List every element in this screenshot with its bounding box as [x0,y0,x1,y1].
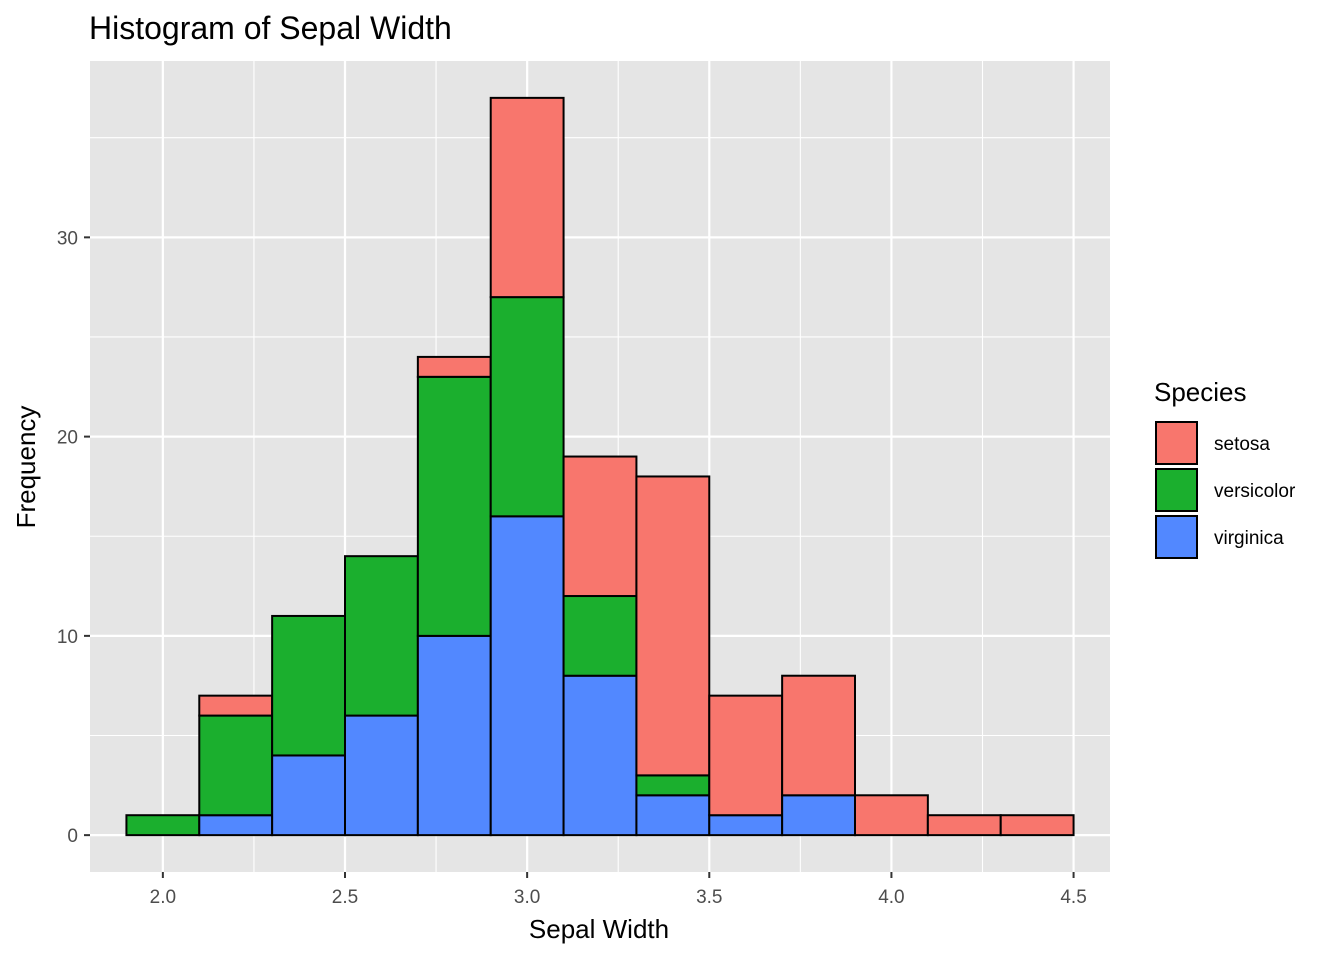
x-tick-label: 4.5 [1060,887,1086,908]
bar-setosa [564,457,637,596]
x-tick-label: 2.5 [332,887,358,908]
legend-key-virginica [1156,516,1197,558]
y-axis-title: Frequency [11,406,41,529]
legend-items: setosa versicolor virginica [1156,422,1296,558]
bar-setosa [1001,815,1074,835]
y-axis: 0 10 20 30 [57,228,90,847]
bar-versicolor [199,716,272,816]
x-tick-label: 3.0 [514,887,540,908]
legend-key-setosa [1156,422,1197,464]
bar-setosa [782,676,855,796]
bar-virginica [345,716,418,836]
bar-versicolor [491,297,564,516]
bar-virginica [636,795,709,835]
bar-setosa [491,98,564,297]
x-axis: 2.0 2.5 3.0 3.5 4.0 4.5 [150,872,1087,908]
y-tick-label: 10 [57,627,78,648]
bar-versicolor [345,556,418,715]
legend: Species setosa versicolor virginica [1154,377,1296,558]
bar-virginica [709,815,782,835]
x-axis-title: Sepal Width [529,914,669,944]
legend-label-versicolor: versicolor [1214,481,1296,502]
bar-setosa [418,357,491,377]
legend-label-setosa: setosa [1214,434,1270,455]
bar-versicolor [126,815,199,835]
legend-label-virginica: virginica [1214,528,1284,549]
y-tick-label: 30 [57,228,78,249]
bar-setosa [709,696,782,816]
x-tick-label: 4.0 [878,887,904,908]
bar-virginica [199,815,272,835]
legend-key-versicolor [1156,469,1197,511]
bar-versicolor [636,775,709,795]
y-tick-label: 20 [57,428,78,449]
bar-virginica [782,795,855,835]
x-tick-label: 2.0 [150,887,176,908]
bar-virginica [418,636,491,835]
x-tick-label: 3.5 [696,887,722,908]
legend-title: Species [1154,377,1247,407]
bar-virginica [491,516,564,835]
bar-setosa [636,476,709,775]
bar-setosa [855,795,928,835]
bar-virginica [564,676,637,835]
chart-title: Histogram of Sepal Width [89,10,452,46]
bar-setosa [199,696,272,716]
bar-versicolor [564,596,637,676]
bar-setosa [928,815,1001,835]
bar-virginica [272,755,345,835]
y-tick-label: 0 [67,826,78,847]
bar-versicolor [418,377,491,636]
bar-versicolor [272,616,345,755]
